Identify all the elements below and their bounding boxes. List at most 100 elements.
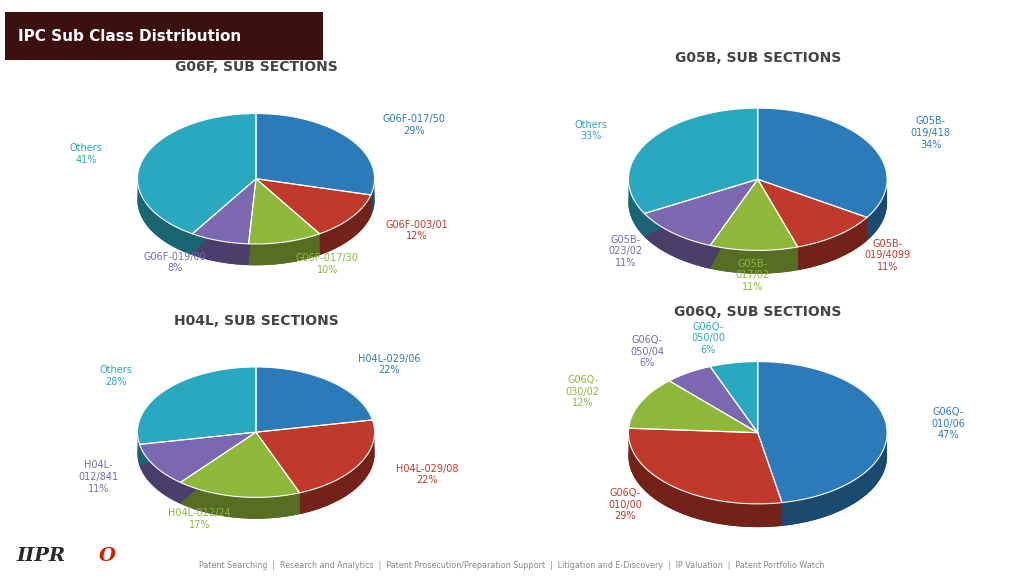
Text: H04L-029/06
22%: H04L-029/06 22% bbox=[358, 354, 421, 375]
Text: G06Q-
050/00
6%: G06Q- 050/00 6% bbox=[691, 322, 725, 355]
Polygon shape bbox=[256, 113, 375, 195]
Text: IIPR: IIPR bbox=[16, 547, 66, 565]
Polygon shape bbox=[300, 432, 375, 514]
Polygon shape bbox=[256, 135, 375, 217]
Polygon shape bbox=[180, 432, 256, 504]
Polygon shape bbox=[139, 445, 180, 504]
Polygon shape bbox=[711, 203, 798, 274]
Text: Others
33%: Others 33% bbox=[574, 120, 607, 141]
Text: G05B-
019/4099
11%: G05B- 019/4099 11% bbox=[865, 238, 911, 272]
Text: G06F-017/50
29%: G06F-017/50 29% bbox=[383, 114, 445, 135]
Text: G05B-
017/02
11%: G05B- 017/02 11% bbox=[735, 259, 769, 292]
Polygon shape bbox=[670, 390, 758, 456]
Text: G06Q-
010/06
47%: G06Q- 010/06 47% bbox=[932, 407, 966, 440]
Polygon shape bbox=[256, 420, 375, 493]
Polygon shape bbox=[137, 179, 193, 255]
Polygon shape bbox=[711, 179, 798, 251]
Polygon shape bbox=[758, 179, 867, 241]
Polygon shape bbox=[629, 180, 644, 237]
Polygon shape bbox=[137, 135, 256, 255]
Polygon shape bbox=[256, 441, 375, 514]
Text: H04L-
012/841
11%: H04L- 012/841 11% bbox=[78, 460, 118, 494]
Polygon shape bbox=[711, 179, 758, 268]
Text: G06Q-
050/04
6%: G06Q- 050/04 6% bbox=[630, 335, 665, 368]
Polygon shape bbox=[139, 453, 256, 504]
Text: Others
28%: Others 28% bbox=[99, 365, 133, 387]
Polygon shape bbox=[139, 432, 256, 466]
Polygon shape bbox=[629, 428, 782, 504]
Polygon shape bbox=[180, 483, 300, 519]
Text: G06F, SUB SECTIONS: G06F, SUB SECTIONS bbox=[175, 60, 337, 74]
Text: IPC Sub Class Distribution: IPC Sub Class Distribution bbox=[18, 29, 242, 44]
Polygon shape bbox=[629, 404, 758, 456]
Polygon shape bbox=[193, 179, 256, 255]
Polygon shape bbox=[256, 432, 300, 514]
Polygon shape bbox=[193, 200, 256, 265]
Polygon shape bbox=[758, 179, 867, 247]
Polygon shape bbox=[644, 203, 758, 268]
Text: H04L-029/08
22%: H04L-029/08 22% bbox=[396, 464, 459, 486]
Polygon shape bbox=[798, 217, 867, 270]
Polygon shape bbox=[193, 179, 256, 255]
Polygon shape bbox=[180, 432, 256, 504]
Polygon shape bbox=[249, 179, 256, 265]
Polygon shape bbox=[249, 200, 319, 266]
Polygon shape bbox=[711, 179, 758, 268]
Text: G05B-
019/418
34%: G05B- 019/418 34% bbox=[910, 116, 950, 150]
Polygon shape bbox=[758, 433, 782, 526]
Polygon shape bbox=[256, 179, 371, 234]
Polygon shape bbox=[256, 200, 371, 255]
Polygon shape bbox=[758, 131, 887, 241]
Polygon shape bbox=[193, 179, 256, 244]
Polygon shape bbox=[193, 234, 249, 265]
Polygon shape bbox=[711, 362, 758, 433]
Polygon shape bbox=[867, 179, 887, 241]
Polygon shape bbox=[629, 452, 782, 527]
Text: G06Q-
010/00
29%: G06Q- 010/00 29% bbox=[608, 488, 642, 521]
Text: G05B, SUB SECTIONS: G05B, SUB SECTIONS bbox=[675, 51, 841, 65]
Polygon shape bbox=[629, 131, 758, 237]
Polygon shape bbox=[758, 179, 798, 270]
Polygon shape bbox=[256, 367, 373, 432]
Polygon shape bbox=[629, 108, 758, 214]
Polygon shape bbox=[256, 388, 373, 453]
Polygon shape bbox=[758, 108, 887, 217]
Polygon shape bbox=[629, 381, 758, 433]
Polygon shape bbox=[249, 179, 256, 265]
Polygon shape bbox=[644, 179, 758, 237]
Polygon shape bbox=[249, 179, 319, 244]
Polygon shape bbox=[758, 385, 887, 526]
Polygon shape bbox=[371, 179, 375, 217]
Text: O: O bbox=[98, 547, 116, 565]
Polygon shape bbox=[758, 203, 867, 270]
Text: H04L-012/24
17%: H04L-012/24 17% bbox=[168, 509, 231, 530]
Text: G06Q, SUB SECTIONS: G06Q, SUB SECTIONS bbox=[674, 305, 842, 319]
Polygon shape bbox=[711, 245, 798, 274]
Polygon shape bbox=[139, 432, 256, 466]
Polygon shape bbox=[670, 366, 758, 433]
Polygon shape bbox=[711, 385, 758, 456]
Polygon shape bbox=[256, 432, 300, 514]
Polygon shape bbox=[256, 179, 371, 217]
Polygon shape bbox=[644, 179, 758, 245]
Polygon shape bbox=[180, 453, 300, 519]
Text: H04L, SUB SECTIONS: H04L, SUB SECTIONS bbox=[174, 313, 338, 328]
Polygon shape bbox=[644, 179, 758, 237]
Polygon shape bbox=[180, 432, 300, 498]
Polygon shape bbox=[758, 362, 887, 503]
Text: G06F-017/30
10%: G06F-017/30 10% bbox=[296, 253, 358, 275]
Polygon shape bbox=[758, 179, 867, 241]
Polygon shape bbox=[137, 388, 256, 466]
Polygon shape bbox=[137, 433, 139, 466]
Text: Others
41%: Others 41% bbox=[70, 143, 102, 165]
Polygon shape bbox=[137, 367, 256, 445]
Text: G06Q-
030/02
12%: G06Q- 030/02 12% bbox=[566, 375, 600, 408]
Polygon shape bbox=[758, 179, 798, 270]
Polygon shape bbox=[319, 195, 371, 255]
Text: G06F-003/01
12%: G06F-003/01 12% bbox=[385, 219, 449, 241]
Polygon shape bbox=[249, 234, 319, 266]
Polygon shape bbox=[644, 214, 711, 268]
Polygon shape bbox=[758, 433, 782, 526]
Text: G06F-019/00
8%: G06F-019/00 8% bbox=[143, 252, 207, 273]
Text: G05B-
023/02
11%: G05B- 023/02 11% bbox=[608, 234, 642, 268]
